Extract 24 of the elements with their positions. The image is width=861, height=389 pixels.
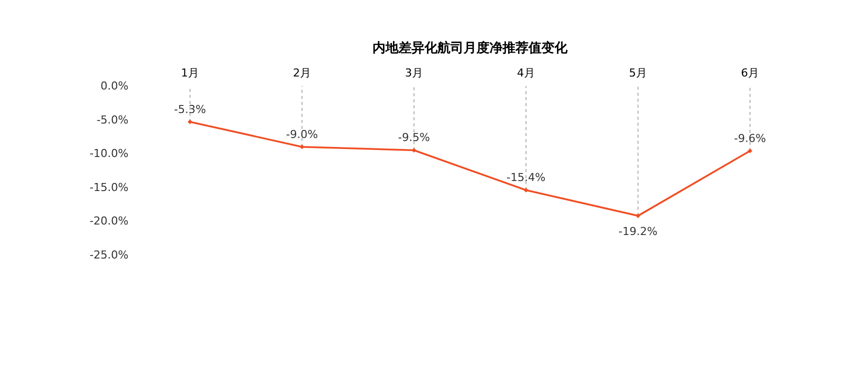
data-label: -9.0% — [286, 128, 318, 141]
x-tick-label: 2月 — [293, 66, 311, 80]
y-tick-label: -20.0% — [90, 214, 128, 228]
y-tick-label: -5.0% — [96, 113, 128, 126]
data-label: -19.2% — [618, 224, 658, 238]
data-label: -9.6% — [734, 132, 766, 145]
point — [188, 119, 192, 124]
x-tick-label: 3月 — [405, 66, 423, 80]
x-tick-label: 6月 — [741, 66, 759, 80]
y-tick-label: -15.0% — [90, 180, 128, 194]
data-label: -9.5% — [398, 131, 430, 144]
data-label: -15.4% — [506, 171, 546, 184]
point — [748, 148, 752, 154]
point — [524, 188, 528, 192]
x-tick-label: 5月 — [629, 66, 647, 80]
chart-title: 内地差异化航司月度净推荐值变化 — [372, 40, 568, 56]
y-tick-label: 0.0% — [100, 80, 128, 92]
x-tick-label: 4月 — [517, 66, 535, 80]
x-tick-label: 1月 — [181, 66, 199, 80]
y-tick-label: -25.0% — [90, 248, 128, 262]
data-label: -5.3% — [174, 102, 206, 116]
y-tick-label: -10.0% — [90, 147, 128, 160]
point — [636, 213, 640, 218]
point — [300, 144, 304, 150]
